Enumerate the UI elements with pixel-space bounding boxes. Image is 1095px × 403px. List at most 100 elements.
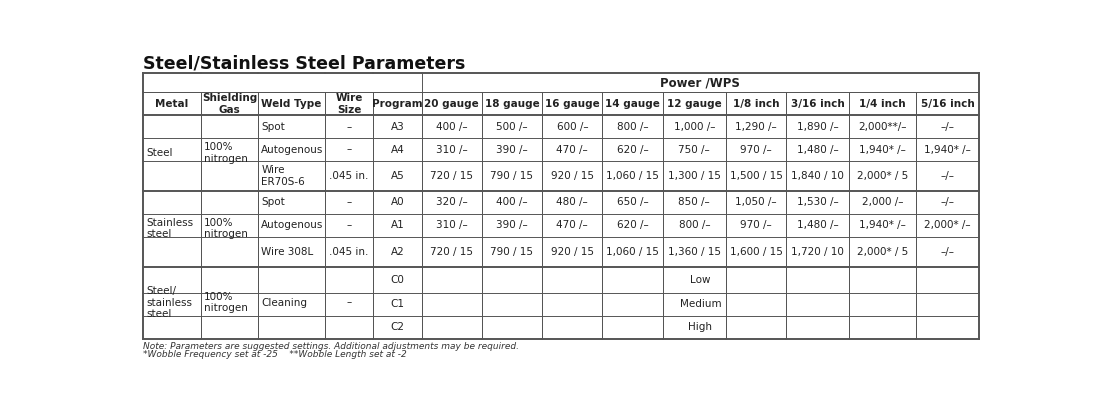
- Bar: [542, 266, 602, 293]
- Bar: [422, 214, 482, 237]
- Bar: [726, 191, 786, 214]
- Bar: [542, 161, 602, 191]
- Bar: [325, 237, 373, 266]
- Bar: [786, 191, 850, 214]
- Bar: [602, 191, 662, 214]
- Text: –: –: [346, 197, 351, 207]
- Text: 620 /–: 620 /–: [616, 145, 648, 154]
- Text: 1/8 inch: 1/8 inch: [733, 99, 780, 109]
- Text: 720 / 15: 720 / 15: [430, 171, 473, 181]
- Bar: [143, 266, 200, 293]
- Text: 1,840 / 10: 1,840 / 10: [792, 171, 844, 181]
- Bar: [602, 191, 662, 214]
- Bar: [422, 115, 482, 138]
- Bar: [917, 115, 979, 138]
- Bar: [143, 237, 200, 266]
- Text: 1,530 /–: 1,530 /–: [797, 197, 839, 207]
- Bar: [850, 316, 917, 339]
- Bar: [482, 115, 542, 138]
- Bar: [200, 237, 258, 266]
- Bar: [726, 138, 786, 161]
- Bar: [200, 138, 258, 161]
- Text: Medium: Medium: [680, 299, 722, 310]
- Bar: [602, 138, 662, 161]
- Text: Weld Type: Weld Type: [262, 99, 322, 109]
- Bar: [850, 214, 917, 237]
- Bar: [917, 92, 979, 115]
- Text: Autogenous: Autogenous: [262, 145, 324, 154]
- Bar: [143, 191, 200, 214]
- Bar: [325, 191, 373, 214]
- Text: 1,600 / 15: 1,600 / 15: [729, 247, 783, 257]
- Text: 100%
nitrogen: 100% nitrogen: [204, 292, 247, 314]
- Bar: [143, 214, 200, 237]
- Bar: [325, 266, 373, 293]
- Bar: [850, 293, 917, 316]
- Text: 790 / 15: 790 / 15: [491, 247, 533, 257]
- Text: 1,940* /–: 1,940* /–: [860, 145, 907, 154]
- Bar: [602, 214, 662, 237]
- Bar: [850, 237, 917, 266]
- Bar: [325, 138, 373, 161]
- Bar: [917, 161, 979, 191]
- Bar: [482, 138, 542, 161]
- Bar: [373, 115, 422, 138]
- Bar: [850, 92, 917, 115]
- Text: C2: C2: [391, 322, 404, 332]
- Text: 1,060 / 15: 1,060 / 15: [607, 171, 659, 181]
- Bar: [662, 191, 726, 214]
- Bar: [786, 316, 850, 339]
- Bar: [422, 115, 482, 138]
- Bar: [662, 237, 726, 266]
- Bar: [726, 293, 786, 316]
- Text: 390 /–: 390 /–: [496, 220, 528, 230]
- Bar: [200, 266, 258, 293]
- Bar: [373, 266, 422, 293]
- Bar: [726, 92, 786, 115]
- Text: Cleaning: Cleaning: [262, 297, 308, 307]
- Bar: [726, 161, 786, 191]
- Bar: [786, 161, 850, 191]
- Bar: [542, 293, 602, 316]
- Bar: [422, 237, 482, 266]
- Bar: [325, 293, 373, 316]
- Text: 480 /–: 480 /–: [556, 197, 588, 207]
- Bar: [422, 73, 979, 92]
- Text: –/–: –/–: [941, 122, 955, 132]
- Bar: [422, 266, 979, 293]
- Bar: [325, 73, 373, 92]
- Bar: [850, 115, 917, 138]
- Text: 2,000* / 5: 2,000* / 5: [857, 247, 909, 257]
- Text: 1,720 / 10: 1,720 / 10: [792, 247, 844, 257]
- Text: 2,000* /–: 2,000* /–: [924, 220, 971, 230]
- Text: 16 gauge: 16 gauge: [545, 99, 600, 109]
- Bar: [786, 92, 850, 115]
- Bar: [662, 316, 726, 339]
- Bar: [373, 161, 422, 191]
- Bar: [917, 237, 979, 266]
- Bar: [373, 316, 422, 339]
- Bar: [726, 316, 786, 339]
- Text: 970 /–: 970 /–: [740, 145, 772, 154]
- Bar: [602, 266, 662, 293]
- Bar: [143, 316, 200, 339]
- Text: 2,000 /–: 2,000 /–: [862, 197, 903, 207]
- Bar: [786, 214, 850, 237]
- Text: 310 /–: 310 /–: [436, 220, 468, 230]
- Text: 5/16 inch: 5/16 inch: [921, 99, 975, 109]
- Bar: [325, 214, 373, 237]
- Bar: [482, 161, 542, 191]
- Text: 790 / 15: 790 / 15: [491, 171, 533, 181]
- Bar: [917, 316, 979, 339]
- Bar: [258, 266, 325, 339]
- Bar: [143, 138, 200, 161]
- Text: 1,890 /–: 1,890 /–: [797, 122, 839, 132]
- Bar: [258, 191, 325, 214]
- Bar: [602, 214, 662, 237]
- Bar: [373, 214, 422, 237]
- Text: 1,050 /–: 1,050 /–: [735, 197, 777, 207]
- Bar: [850, 138, 917, 161]
- Bar: [482, 191, 542, 214]
- Bar: [200, 191, 258, 214]
- Text: A0: A0: [391, 197, 404, 207]
